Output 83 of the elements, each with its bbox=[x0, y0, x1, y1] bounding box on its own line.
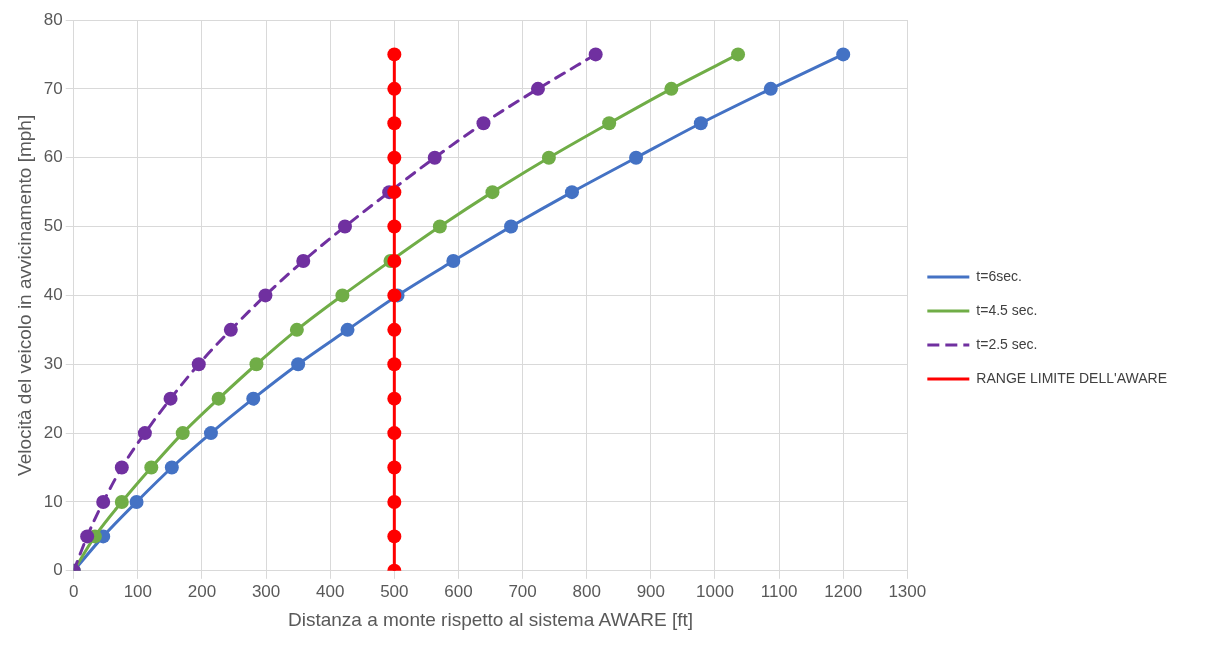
point bbox=[387, 116, 402, 131]
point bbox=[289, 322, 304, 337]
x-tick-label: 800 bbox=[572, 581, 601, 601]
point bbox=[387, 322, 402, 337]
point bbox=[387, 81, 402, 96]
point bbox=[387, 426, 402, 441]
y-tick-label: 60 bbox=[43, 147, 63, 167]
point bbox=[296, 253, 311, 268]
point bbox=[114, 494, 129, 509]
point bbox=[602, 116, 617, 131]
point bbox=[223, 322, 238, 337]
point bbox=[387, 219, 402, 234]
y-tick-label: 30 bbox=[43, 353, 63, 373]
point bbox=[163, 391, 178, 406]
x-tick-label: 1100 bbox=[760, 581, 798, 601]
x-tick-label: 100 bbox=[123, 581, 153, 601]
point bbox=[137, 426, 152, 441]
x-tick-label: 500 bbox=[380, 581, 409, 601]
point bbox=[96, 494, 111, 509]
point bbox=[432, 219, 447, 234]
point bbox=[836, 47, 851, 62]
point bbox=[175, 426, 190, 441]
point bbox=[80, 529, 95, 544]
point bbox=[387, 253, 402, 268]
y-tick-label: 0 bbox=[53, 560, 63, 580]
x-tick-label: 1000 bbox=[696, 581, 734, 601]
point bbox=[335, 288, 350, 303]
point bbox=[564, 185, 579, 200]
point bbox=[664, 81, 679, 96]
point bbox=[291, 357, 306, 372]
point bbox=[446, 253, 461, 268]
point bbox=[203, 426, 218, 441]
point bbox=[693, 116, 708, 131]
x-tick-label: 400 bbox=[316, 581, 345, 601]
point bbox=[387, 391, 402, 406]
point bbox=[629, 150, 644, 165]
point bbox=[731, 47, 746, 62]
y-tick-label: 70 bbox=[43, 78, 63, 98]
point bbox=[427, 150, 442, 165]
point bbox=[530, 81, 545, 96]
point bbox=[337, 219, 352, 234]
y-tick-label: 10 bbox=[43, 491, 63, 511]
y-tick-label: 50 bbox=[43, 216, 63, 236]
point bbox=[387, 494, 402, 509]
point bbox=[211, 391, 226, 406]
point bbox=[504, 219, 519, 234]
x-tick-label: 200 bbox=[187, 581, 217, 601]
y-tick-label: 40 bbox=[43, 285, 63, 305]
point bbox=[249, 357, 264, 372]
point bbox=[246, 391, 261, 406]
x-tick-label: 600 bbox=[444, 581, 473, 601]
point bbox=[387, 357, 402, 372]
point bbox=[387, 47, 402, 62]
point bbox=[387, 460, 402, 475]
point bbox=[387, 150, 402, 165]
x-tick-label: 0 bbox=[68, 581, 79, 601]
x-axis-title: Distanza a monte rispetto al sistema AWARE [ft] bbox=[287, 608, 694, 630]
point bbox=[588, 47, 603, 62]
point bbox=[387, 185, 402, 200]
legend-label: t=4.5 sec. bbox=[976, 301, 1038, 318]
point bbox=[485, 185, 500, 200]
point bbox=[387, 529, 402, 544]
point bbox=[541, 150, 556, 165]
legend-label: RANGE LIMITE DELL'AWARE bbox=[976, 369, 1168, 386]
point bbox=[191, 357, 206, 372]
point bbox=[763, 81, 778, 96]
x-tick-label: 1200 bbox=[824, 581, 863, 601]
y-tick-label: 20 bbox=[43, 422, 63, 442]
point bbox=[114, 460, 129, 475]
x-tick-label: 1300 bbox=[888, 581, 927, 601]
y-tick-label: 80 bbox=[43, 9, 63, 29]
legend-label: t=6sec. bbox=[976, 267, 1022, 284]
legend-label: t=2.5 sec. bbox=[976, 335, 1038, 352]
x-tick-label: 700 bbox=[508, 581, 537, 601]
point bbox=[164, 460, 179, 475]
point bbox=[476, 116, 491, 131]
point bbox=[144, 460, 159, 475]
y-axis-title: Velocità del veicolo in avvicinamento [mph] bbox=[13, 114, 35, 476]
x-tick-label: 900 bbox=[636, 581, 666, 601]
point bbox=[129, 494, 144, 509]
x-tick-label: 300 bbox=[251, 581, 281, 601]
point bbox=[258, 288, 273, 303]
point bbox=[340, 322, 355, 337]
